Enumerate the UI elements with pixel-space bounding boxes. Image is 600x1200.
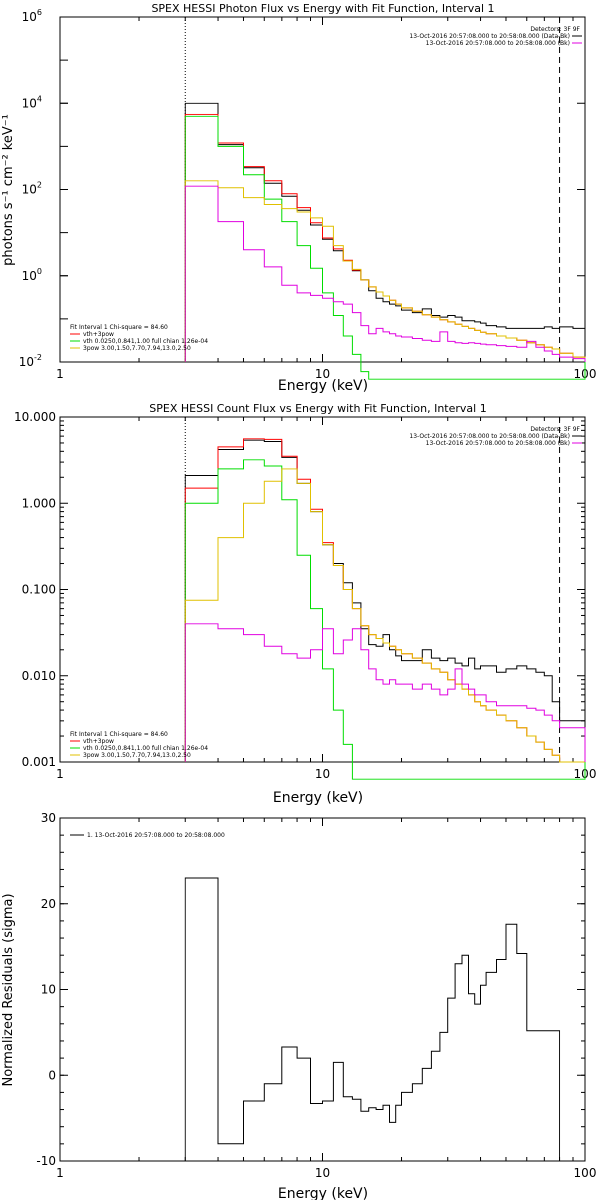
x-tick-label: 10 [315, 1166, 330, 1180]
fit-legend-line: Fit Interval 1 Chi-square = 84.60 [70, 731, 168, 738]
y-tick-label: 0.001 [22, 755, 56, 769]
x-axis-label: Energy (keV) [278, 1186, 368, 1200]
series-line-2 [185, 116, 585, 379]
y-tick-label: 10 [41, 983, 56, 997]
x-tick-label: 1 [56, 367, 64, 381]
fit-legend-line: 3pow 3.00,1.50,7.70,7.94,13.0,2.50 [83, 345, 191, 352]
info-line-data: 13-Oct-2016 20:57:08.000 to 20:58:08.000… [409, 433, 570, 440]
fit-legend: Fit Interval 1 Chi-square = 84.60 vth+3p… [70, 324, 208, 352]
y-tick-label: 0.100 [22, 583, 56, 597]
fit-legend-line: vth 0.0250,0.841,1.00 full chian 1.26e-0… [83, 745, 208, 752]
plot-frame [59, 817, 586, 1162]
fit-legend: Fit Interval 1 Chi-square = 84.60 vth+3p… [70, 731, 208, 759]
legend-label: 1. 13-Oct-2016 20:57:08.000 to 20:58:08.… [87, 832, 225, 839]
plot-frame [59, 416, 586, 763]
info-block: Detectors: 3F 9F 13-Oct-2016 20:57:08.00… [409, 426, 582, 447]
y-tick-label: 104 [22, 94, 42, 110]
info-line-detectors: Detectors: 3F 9F [530, 426, 580, 433]
fit-legend-line: vth+3pow [83, 331, 114, 338]
x-tick-label: 10 [315, 767, 330, 781]
x-tick-label: 1 [56, 767, 64, 781]
y-axis-label: photons s⁻¹ cm⁻² keV⁻¹ [1, 114, 16, 266]
axis-ticks [59, 16, 585, 363]
y-tick-label: 30 [41, 811, 56, 825]
y-tick-label: 10-2 [19, 353, 42, 369]
y-tick-labels: 10-2 100 102 104 106 [19, 8, 42, 369]
info-line-detectors: Detectors: 3F 9F [530, 26, 580, 33]
x-tick-label: 100 [574, 1166, 597, 1180]
x-axis-label: Energy (keV) [273, 790, 363, 806]
info-line-bk: 13-Oct-2016 20:57:08.000 to 20:58:08.000… [426, 440, 570, 447]
count-flux-panel: SPEX HESSI Count Flux vs Energy with Fit… [14, 402, 596, 806]
series-line-3 [185, 181, 585, 362]
y-tick-label: 1.000 [22, 496, 56, 510]
fit-legend-line: Fit Interval 1 Chi-square = 84.60 [70, 324, 168, 331]
series-line-1 [185, 439, 585, 762]
info-line-data: 13-Oct-2016 20:57:08.000 to 20:58:08.000… [409, 33, 570, 40]
series-line-0 [185, 878, 559, 1161]
series-line-4 [185, 186, 585, 362]
y-tick-label: 10.000 [14, 410, 56, 424]
reference-lines [184, 417, 561, 762]
fit-legend-line: 3pow 3.00,1.50,7.70,7.94,13.0,2.50 [83, 752, 191, 759]
series-line-4 [185, 624, 585, 762]
axis-ticks [59, 817, 585, 1162]
residuals-panel: -10 0 10 20 30 1 10 100 1. 13-Oct-2016 20:57:0… [1, 811, 596, 1200]
panel-title: SPEX HESSI Photon Flux vs Energy with Fi… [151, 2, 494, 15]
y-axis-label: Normalized Residuals (sigma) [1, 893, 16, 1086]
x-tick-label: 10 [315, 367, 330, 381]
y-tick-labels: -10 0 10 20 30 [36, 811, 56, 1168]
y-tick-labels: 0.001 0.010 0.100 1.000 10.000 [14, 410, 56, 769]
fit-legend-line: vth 0.0250,0.841,1.00 full chian 1.26e-0… [83, 338, 208, 345]
y-tick-exponent: 0 [37, 267, 42, 276]
series-line-2 [185, 460, 585, 780]
residual-series [185, 878, 559, 1161]
y-tick-label: 106 [22, 8, 42, 24]
plot-frame [59, 16, 586, 363]
y-tick-exponent: -2 [34, 353, 42, 362]
y-tick-label: -10 [36, 1154, 56, 1168]
x-axis-label: Energy (keV) [278, 378, 368, 394]
y-tick-label: 0 [48, 1068, 56, 1082]
y-tick-label: 102 [22, 181, 42, 197]
fit-legend-line: vth+3pow [83, 738, 114, 745]
y-tick-exponent: 2 [37, 181, 42, 190]
panel-title: SPEX HESSI Count Flux vs Energy with Fit… [149, 402, 486, 415]
y-tick-label: 0.010 [22, 669, 56, 683]
y-tick-exponent: 4 [37, 94, 42, 103]
info-line-bk: 13-Oct-2016 20:57:08.000 to 20:58:08.000… [426, 40, 570, 47]
spectrum-series [185, 103, 585, 379]
y-tick-label: 20 [41, 897, 56, 911]
x-tick-label: 1 [56, 1166, 64, 1180]
series-line-3 [185, 469, 585, 762]
y-tick-exponent: 6 [37, 8, 42, 17]
x-tick-labels: 1 10 100 [56, 1166, 596, 1180]
series-line-1 [185, 114, 585, 362]
y-tick-label: 100 [22, 267, 42, 283]
axis-ticks [59, 416, 585, 763]
info-block: Detectors: 3F 9F 13-Oct-2016 20:57:08.00… [409, 26, 582, 47]
series-line-0 [185, 103, 585, 362]
spectrum-series [185, 439, 585, 780]
photon-flux-panel: SPEX HESSI Photon Flux vs Energy with Fi… [1, 2, 596, 394]
reference-lines [184, 17, 561, 362]
series-line-0 [185, 440, 585, 762]
